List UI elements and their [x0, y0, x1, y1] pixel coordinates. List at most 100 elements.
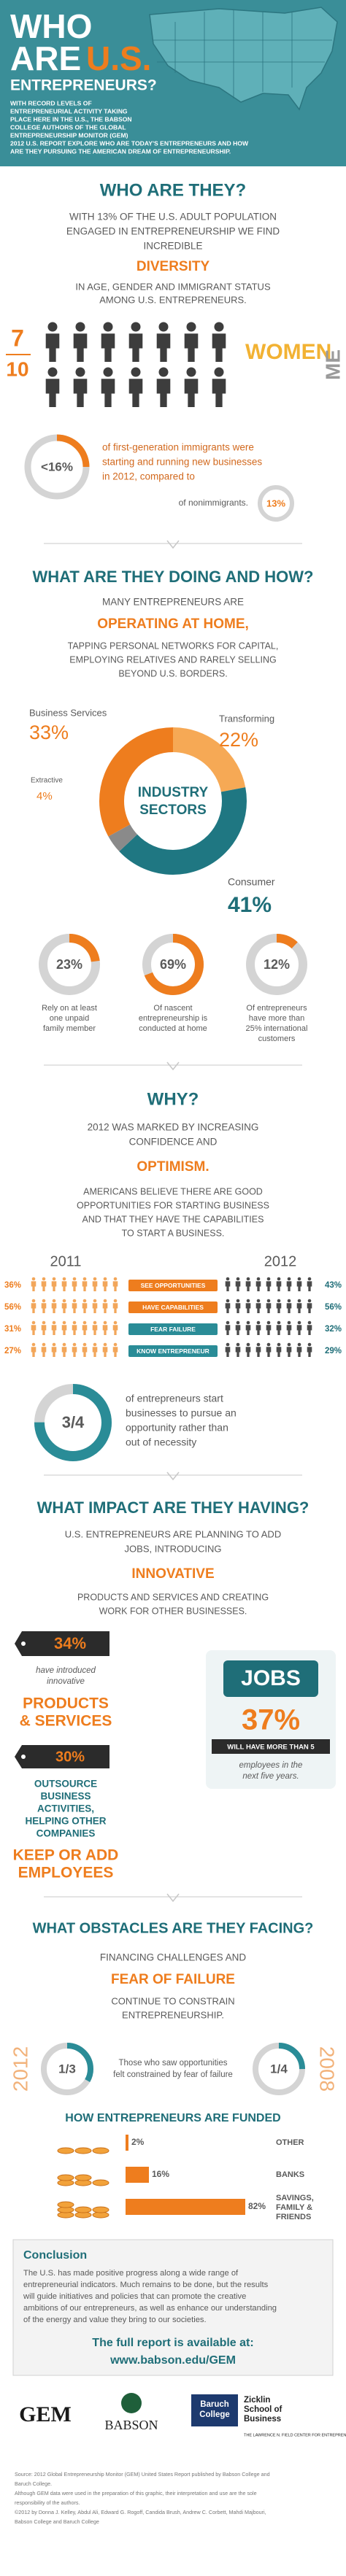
- person-icon-head: [256, 1320, 261, 1325]
- year-label: 2012: [264, 1253, 297, 1269]
- divider-arrow: [166, 1061, 180, 1071]
- funding-value: 16%: [152, 2169, 169, 2179]
- person-icon-body: [255, 1347, 261, 1358]
- row-label: HAVE CAPABILITIES: [142, 1304, 204, 1311]
- sector-center-label: SECTORS: [139, 802, 207, 818]
- men-label: ME: [321, 349, 344, 380]
- follow-line: OPPORTUNITIES FOR STARTING BUSINESS: [77, 1200, 269, 1210]
- donut-caption: Rely on at least: [42, 1004, 97, 1013]
- person-icon-head: [93, 1342, 97, 1347]
- person-icon-body: [51, 1303, 57, 1314]
- person-icon-head: [236, 1320, 240, 1325]
- person-icon-head: [52, 1299, 56, 1303]
- pct-2011: 36%: [4, 1281, 21, 1290]
- sector-center-label: INDUSTRY: [138, 785, 209, 800]
- person-icon-body: [156, 333, 171, 363]
- jobs-sub: employees in the: [239, 1761, 303, 1770]
- person-icon-body: [276, 1281, 282, 1292]
- intro-line: ENTREPRENEURIAL ACTIVITY TAKING: [10, 107, 128, 115]
- lead-line: CONFIDENCE AND: [129, 1137, 218, 1148]
- person-icon-body: [128, 379, 143, 408]
- intro-line: ARE THEY PURSUING THE AMERICAN DREAM OF …: [10, 147, 231, 155]
- stat-ring-accent: [56, 434, 90, 468]
- person-icon-body: [255, 1325, 261, 1336]
- donut-arc: [41, 2043, 93, 2095]
- person-icon-head: [226, 1277, 230, 1281]
- impact-title: KEEP OR ADD: [13, 1847, 119, 1864]
- person-icon-head: [113, 1342, 118, 1347]
- donut-caption: 25% international: [245, 1024, 307, 1033]
- row-label: FEAR FAILURE: [150, 1326, 196, 1333]
- funding-bar: [126, 2199, 245, 2215]
- person-icon-body: [72, 1347, 77, 1358]
- compare-text: felt constrained by fear of failure: [113, 2070, 233, 2079]
- impact-text: COMPANIES: [36, 1828, 96, 1839]
- person-icon-body: [235, 1281, 241, 1292]
- year-label: 2008: [316, 2046, 339, 2092]
- donut-caption: customers: [258, 1034, 296, 1043]
- intro-line: COLLEGE AUTHORS OF THE GLOBAL: [10, 123, 126, 131]
- person-icon-body: [61, 1347, 67, 1358]
- babson-logo: BABSON: [104, 2418, 158, 2432]
- follow-line: TAPPING PERSONAL NETWORKS FOR CAPITAL,: [68, 641, 279, 651]
- stat-text: in 2012, compared to: [102, 471, 195, 482]
- donut-caption: family member: [43, 1024, 96, 1033]
- person-icon-head: [103, 322, 113, 332]
- donut-caption: one unpaid: [50, 1014, 89, 1023]
- person-icon-body: [102, 1303, 108, 1314]
- impact-title: EMPLOYEES: [18, 1865, 114, 1881]
- person-icon-head: [75, 367, 85, 377]
- person-icon-head: [72, 1299, 77, 1303]
- donut-label: 69%: [160, 957, 186, 972]
- pct-2011: 27%: [4, 1347, 21, 1355]
- person-icon-body: [286, 1281, 292, 1292]
- person-icon-head: [236, 1342, 240, 1347]
- person-icon-body: [296, 1347, 302, 1358]
- sector-name: Consumer: [228, 876, 275, 888]
- babson-emblem: [121, 2393, 142, 2413]
- person-icon-body: [73, 333, 88, 363]
- jobs-bar: [212, 1739, 330, 1754]
- person-icon-head: [52, 1320, 56, 1325]
- gem-logo: GEM: [19, 2402, 72, 2426]
- person-icon-body: [41, 1325, 47, 1336]
- person-icon-body: [92, 1303, 98, 1314]
- follow-line: BEYOND U.S. BORDERS.: [118, 668, 227, 678]
- person-icon-head: [226, 1299, 230, 1303]
- person-icon-head: [103, 367, 113, 377]
- stat-text: of first-generation immigrants were: [102, 442, 254, 453]
- person-icon-body: [276, 1347, 282, 1358]
- person-icon-head: [256, 1342, 261, 1347]
- lead-line: WITH 13% OF THE U.S. ADULT POPULATION: [69, 212, 277, 223]
- year-label: 2011: [50, 1253, 81, 1269]
- funding-name: BANKS: [276, 2170, 304, 2179]
- footer-line: Baruch College.: [15, 2480, 52, 2487]
- stat-value: <16%: [41, 460, 73, 473]
- person-icon-head: [131, 367, 141, 377]
- person-icon-body: [266, 1325, 272, 1336]
- pct-2012: 43%: [325, 1281, 342, 1290]
- donut-arc: [246, 934, 307, 995]
- conclusion-line: of the energy and value they bring to ou…: [23, 2316, 207, 2324]
- conclusion-line: ambitions of our entrepreneurs, as well …: [23, 2304, 277, 2313]
- person-icon-body: [102, 1347, 108, 1358]
- row-label-box: [128, 1280, 218, 1291]
- sector-value: 41%: [228, 893, 272, 917]
- sector-arc: [99, 727, 247, 875]
- person-icon-head: [131, 322, 141, 332]
- conclusion-line: will guide initiatives and policies that…: [23, 2292, 246, 2301]
- pct-2012: 32%: [325, 1325, 342, 1334]
- coin: [57, 2147, 74, 2154]
- person-icon-head: [277, 1320, 281, 1325]
- person-icon-body: [245, 1303, 251, 1314]
- person-icon-head: [246, 1320, 250, 1325]
- donut-label: 12%: [264, 957, 290, 972]
- person-icon-head: [307, 1342, 312, 1347]
- footer-line: Although GEM data were used in the prepa…: [15, 2490, 257, 2496]
- donut-arc: [39, 934, 100, 995]
- donut-arc: [142, 934, 204, 995]
- person-icon-body: [286, 1303, 292, 1314]
- conclusion-line: entrepreneurial indicators. Much remains…: [23, 2281, 269, 2289]
- section-heading: WHAT IMPACT ARE THEY HAVING?: [37, 1498, 310, 1517]
- person-icon-head: [256, 1299, 261, 1303]
